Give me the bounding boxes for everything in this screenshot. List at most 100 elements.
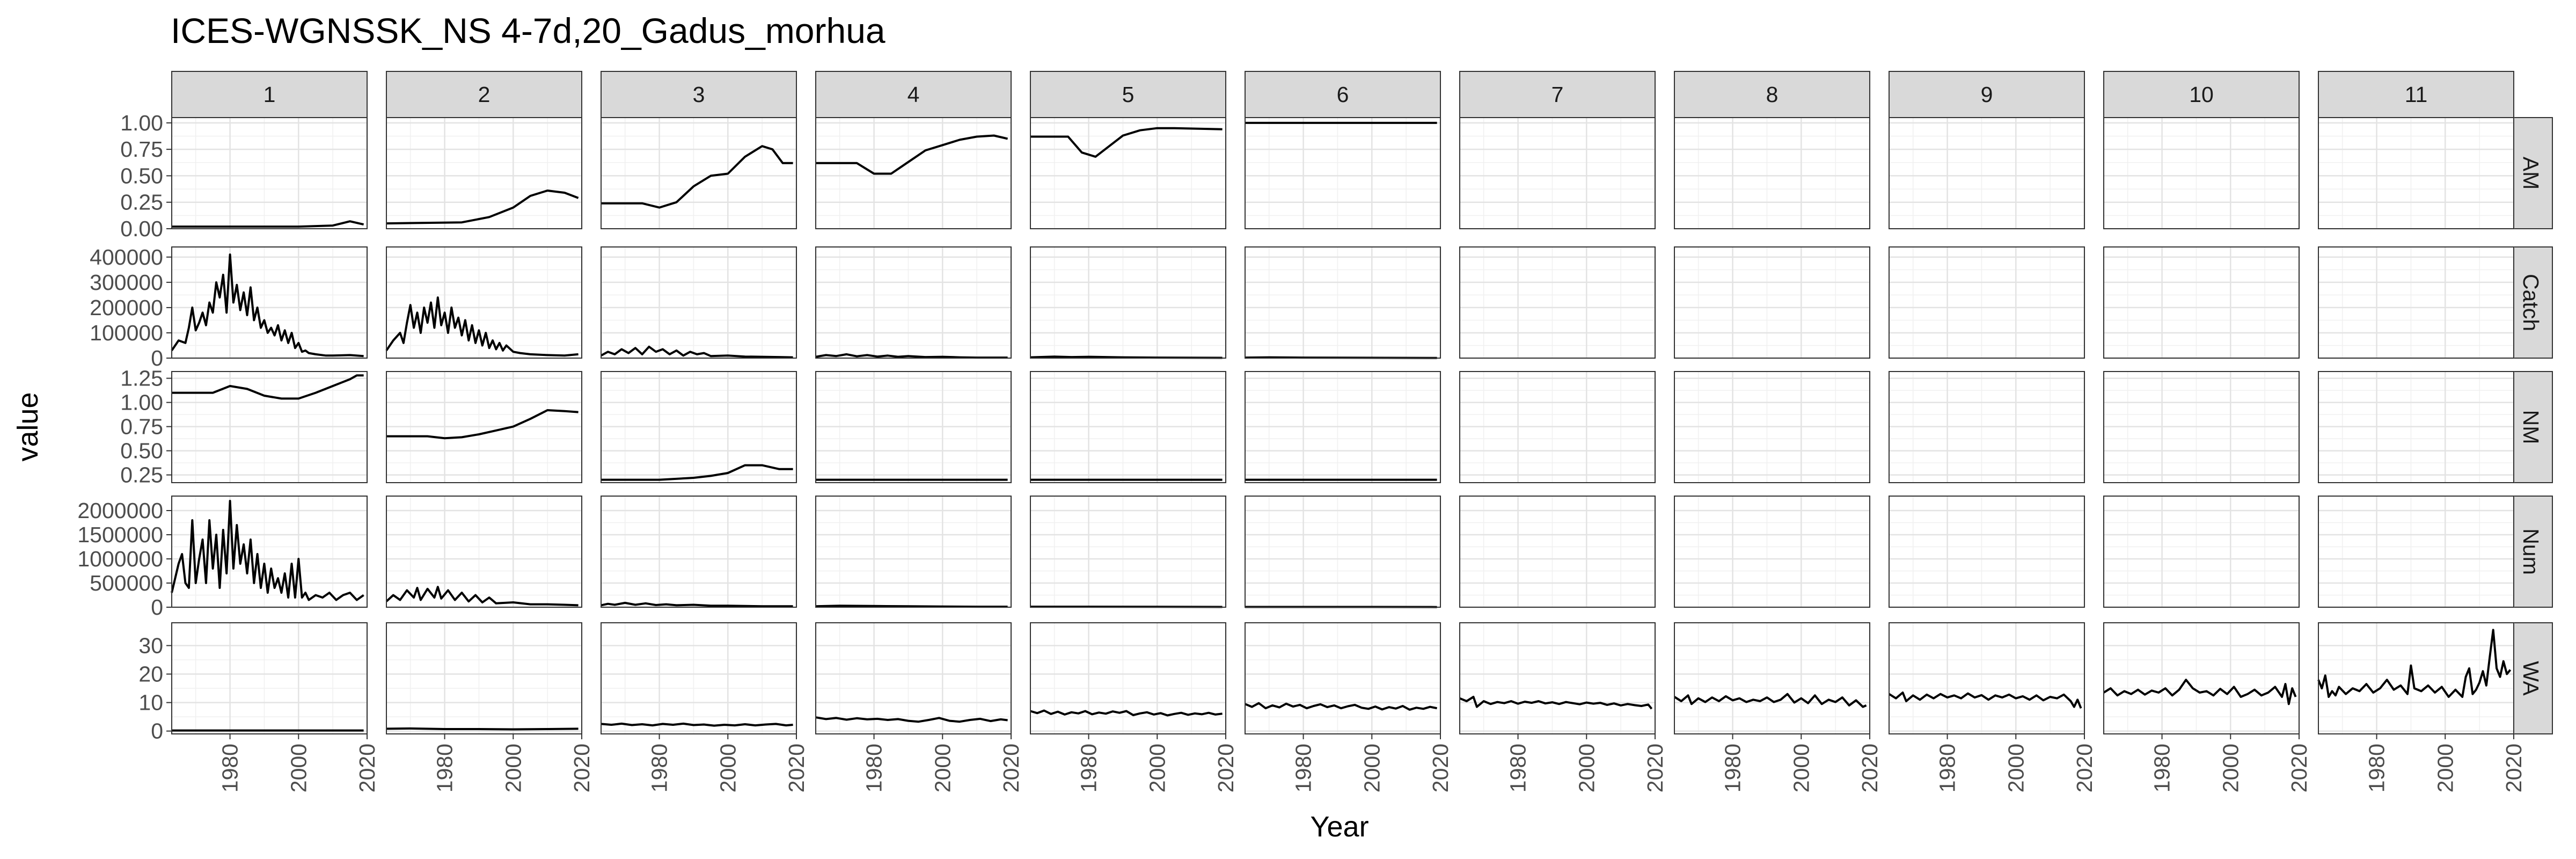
facet-panel — [2103, 246, 2300, 359]
facet-panel — [601, 117, 797, 230]
panel-background — [2318, 247, 2514, 358]
facet-panel — [1459, 622, 1656, 734]
panel-border — [1030, 117, 1226, 229]
panel-border — [386, 496, 582, 608]
series-line — [386, 727, 579, 731]
panel-background — [1674, 623, 1870, 734]
x-axis-title: Year — [1310, 811, 1368, 843]
y-tick-label: 1.25 — [120, 366, 163, 391]
x-tick-label: 1980 — [1291, 744, 1316, 792]
panel-border — [1889, 371, 2085, 483]
y-tick-label: 500000 — [90, 571, 163, 595]
panel-border — [171, 371, 368, 483]
y-tick-label: 0.75 — [120, 137, 163, 162]
facet-panel — [815, 117, 1012, 230]
panel-background — [816, 623, 1011, 734]
panel-border — [1889, 622, 2085, 734]
x-tick-label: 1980 — [218, 744, 243, 792]
y-tick-label: 300000 — [90, 270, 163, 295]
x-tick-label: 2000 — [715, 744, 740, 792]
series-line — [1245, 702, 1437, 711]
x-tick-label: 2000 — [1359, 744, 1384, 792]
panel-background — [1674, 496, 1870, 607]
facet-panel — [1245, 117, 1441, 230]
column-strip-label: 10 — [2189, 82, 2214, 107]
panel-border — [2103, 496, 2300, 608]
panel-background — [1245, 496, 1440, 607]
panel-background — [2104, 247, 2299, 358]
facet-panel — [1674, 496, 1871, 608]
x-tick-label: 1980 — [1506, 744, 1531, 792]
panel-background — [1674, 247, 1870, 358]
panel-border — [171, 622, 368, 734]
column-strip-label: 5 — [1122, 82, 1135, 107]
facet-panel — [2318, 371, 2515, 483]
panel-border — [1674, 622, 1870, 734]
facet-panel — [815, 496, 1012, 608]
facet-panel — [1459, 371, 1656, 483]
column-strip-label: 2 — [478, 82, 491, 107]
x-tick-label: 2020 — [355, 744, 379, 792]
facet-panel — [815, 371, 1012, 483]
facet-panel — [2317, 622, 2515, 734]
series-line — [601, 722, 793, 727]
x-tick-label: 1980 — [1077, 744, 1101, 792]
x-tick-label: 2000 — [286, 744, 311, 792]
panel-border — [815, 622, 1012, 734]
facet-panel — [386, 117, 583, 230]
panel-border — [1459, 371, 1656, 483]
panel-border — [1030, 246, 1226, 359]
panel-border — [1030, 371, 1226, 483]
row-strip — [2509, 496, 2553, 608]
x-tick-label: 1980 — [2365, 744, 2389, 792]
y-tick-label: 0 — [151, 346, 163, 370]
facet-panel — [1030, 622, 1227, 734]
row-strip-label: AM — [2519, 157, 2543, 190]
chart-title: ICES-WGNSSK_NS 4-7d,20_Gadus_morhua — [171, 11, 885, 50]
facet-panel — [1030, 371, 1227, 483]
x-tick-label: 2000 — [501, 744, 525, 792]
panel-border — [1245, 117, 1441, 229]
facet-panel — [1889, 496, 2085, 608]
series-line — [815, 353, 1008, 359]
panel-border — [815, 246, 1012, 359]
series-line — [1673, 693, 1867, 708]
panel-border — [171, 117, 368, 229]
facet-panel — [386, 622, 583, 734]
facet-panel — [1459, 496, 1656, 608]
y-axis-title: value — [12, 392, 44, 461]
panel-border — [1459, 496, 1656, 608]
facet-panel — [171, 246, 368, 359]
series-line — [172, 374, 364, 400]
panel-border — [386, 246, 582, 359]
panel-background — [386, 496, 582, 607]
column-strip — [2103, 71, 2300, 118]
facet-panel — [1030, 246, 1227, 359]
x-tick-label: 2000 — [1145, 744, 1169, 792]
column-strip — [815, 71, 1012, 118]
facet-panel — [1245, 246, 1441, 359]
y-tick-label: 2000000 — [77, 498, 163, 523]
column-strip — [2318, 71, 2514, 118]
column-strip-label: 4 — [908, 82, 920, 107]
x-tick-label: 2020 — [1213, 744, 1238, 792]
panel-border — [1245, 622, 1441, 734]
panel-border — [1459, 117, 1656, 229]
y-tick-label: 1.00 — [120, 111, 163, 135]
panel-border — [1889, 496, 2085, 608]
series-line — [1030, 127, 1223, 158]
series-line — [815, 605, 1008, 608]
panel-border — [2318, 117, 2514, 229]
panel-background — [2104, 118, 2299, 229]
panel-background — [172, 247, 367, 358]
x-tick-label: 2020 — [2287, 744, 2311, 792]
panel-border — [601, 246, 797, 359]
facet-panel — [2103, 371, 2300, 483]
panel-border — [1030, 622, 1226, 734]
panel-background — [1030, 496, 1226, 607]
panel-border — [2318, 371, 2514, 483]
facet-panel — [1889, 246, 2085, 359]
column-strip — [1245, 71, 1441, 118]
y-tick-label: 30 — [138, 633, 163, 658]
facet-panel — [601, 246, 797, 359]
